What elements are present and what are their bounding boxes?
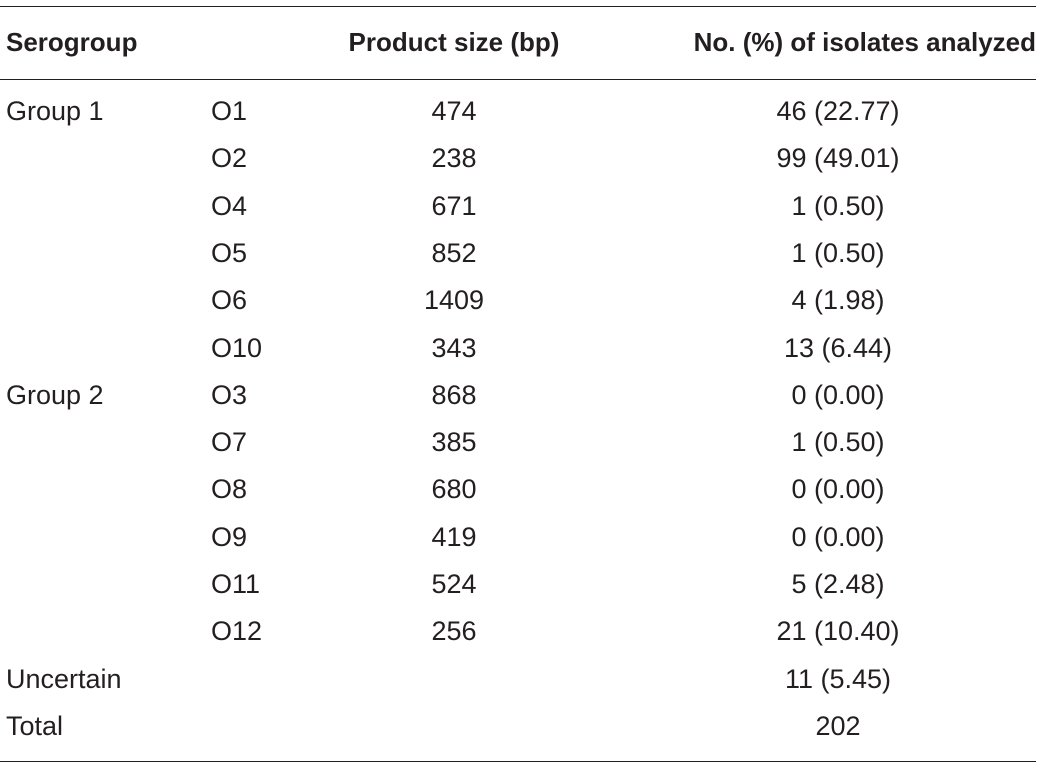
row-isolates-cell: 46 (22.77) bbox=[776, 96, 900, 126]
row-isolates-cell: 0 (0.00) bbox=[791, 474, 885, 505]
table-row: Group 1 O1 474 46 (22.77) bbox=[0, 88, 1036, 135]
row-isolates-cell: 0 (0.00) bbox=[791, 521, 885, 552]
row-serogroup-cell: O12 bbox=[211, 616, 263, 647]
row-serogroup-cell: O11 bbox=[211, 569, 261, 599]
row-isolates-cell: 202 bbox=[815, 710, 861, 741]
row-serogroup-cell: O6 bbox=[211, 285, 248, 316]
row-isolates-cell: 99 (49.01) bbox=[776, 143, 900, 174]
row-serogroup-cell: O2 bbox=[211, 143, 248, 174]
row-isolates-cell: 13 (6.44) bbox=[783, 332, 893, 363]
row-serogroup-cell: O10 bbox=[211, 332, 263, 363]
row-serogroup-cell: O3 bbox=[211, 379, 248, 410]
row-product-size-cell: 1409 bbox=[423, 285, 485, 316]
table-row: O4 671 1 (0.50) bbox=[0, 183, 1036, 230]
table-row: Total 202 bbox=[0, 703, 1036, 750]
row-product-size-cell: 680 bbox=[431, 474, 477, 505]
row-isolates-cell: 11 (5.45) bbox=[784, 663, 892, 694]
row-isolates-cell: 0 (0.00) bbox=[791, 379, 885, 410]
table-row: Uncertain 11 (5.45) bbox=[0, 656, 1036, 703]
table-row: O10 343 13 (6.44) bbox=[0, 325, 1036, 372]
table-row: Group 2 O3 868 0 (0.00) bbox=[0, 372, 1036, 419]
table-row: O8 680 0 (0.00) bbox=[0, 466, 1036, 513]
row-isolates-cell: 5 (2.48) bbox=[791, 569, 885, 599]
row-serogroup-cell: O8 bbox=[211, 474, 248, 505]
table-row: O12 256 21 (10.40) bbox=[0, 608, 1036, 655]
row-isolates-cell: 1 (0.50) bbox=[791, 237, 885, 268]
table-top-rule bbox=[0, 6, 1036, 7]
table-row: O11 524 5 (2.48) bbox=[0, 561, 1036, 608]
header-serogroup: Serogroup bbox=[6, 27, 138, 57]
row-product-size-cell: 238 bbox=[431, 143, 477, 174]
row-group-cell: Total bbox=[6, 710, 64, 741]
row-serogroup-cell: O7 bbox=[211, 427, 248, 458]
row-product-size-cell: 419 bbox=[431, 521, 477, 552]
row-product-size-cell: 343 bbox=[431, 332, 477, 363]
row-serogroup-cell: O9 bbox=[211, 521, 248, 552]
row-product-size-cell: 671 bbox=[431, 190, 477, 221]
row-isolates-cell: 4 (1.98) bbox=[791, 285, 885, 316]
row-product-size-cell: 524 bbox=[431, 569, 477, 599]
table-row: O9 419 0 (0.00) bbox=[0, 514, 1036, 561]
row-isolates-cell: 1 (0.50) bbox=[791, 427, 885, 458]
table-header-row: Serogroup Product size (bp) No. (%) of i… bbox=[0, 18, 1036, 66]
table-row: O2 238 99 (49.01) bbox=[0, 135, 1036, 182]
row-product-size-cell: 868 bbox=[431, 379, 477, 410]
row-serogroup-cell: O5 bbox=[211, 237, 248, 268]
table-row: O6 1409 4 (1.98) bbox=[0, 277, 1036, 324]
header-isolates: No. (%) of isolates analyzed bbox=[693, 27, 1036, 57]
row-isolates-cell: 1 (0.50) bbox=[791, 190, 885, 221]
row-product-size-cell: 385 bbox=[431, 427, 477, 458]
row-serogroup-cell: O4 bbox=[211, 190, 248, 221]
row-product-size-cell: 474 bbox=[431, 96, 477, 126]
row-group-cell: Group 2 bbox=[6, 379, 104, 410]
row-product-size-cell: 256 bbox=[431, 616, 477, 647]
table-row: O5 852 1 (0.50) bbox=[0, 230, 1036, 277]
row-group-cell: Uncertain bbox=[6, 663, 122, 694]
table-header-rule bbox=[0, 79, 1036, 80]
table-row: O7 385 1 (0.50) bbox=[0, 419, 1036, 466]
row-isolates-cell: 21 (10.40) bbox=[776, 616, 900, 647]
row-group-cell: Group 1 bbox=[6, 96, 104, 126]
header-product-size: Product size (bp) bbox=[348, 27, 560, 57]
row-serogroup-cell: O1 bbox=[211, 96, 248, 126]
table-bottom-rule bbox=[0, 761, 1036, 762]
row-product-size-cell: 852 bbox=[431, 237, 477, 268]
